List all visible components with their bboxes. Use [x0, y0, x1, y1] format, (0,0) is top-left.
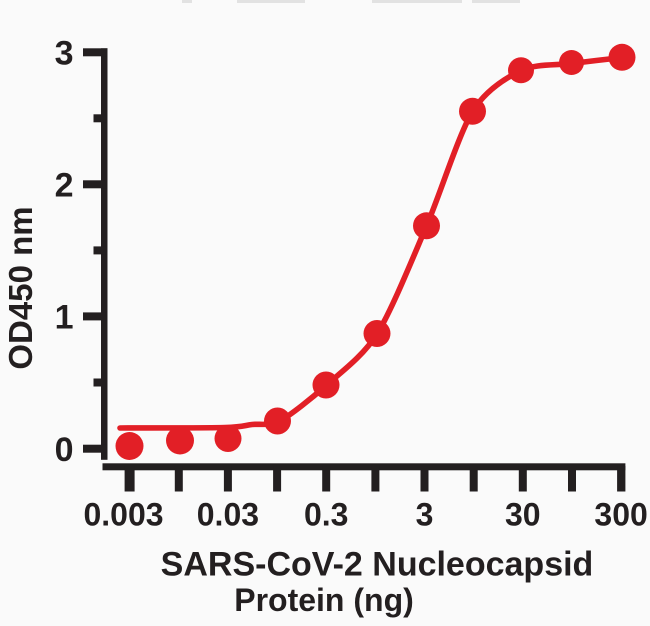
svg-text:2: 2	[55, 166, 74, 204]
svg-text:0.003: 0.003	[83, 497, 163, 533]
svg-text:30: 30	[505, 497, 541, 533]
svg-text:OD450 nm: OD450 nm	[2, 206, 39, 369]
svg-text:3: 3	[55, 34, 74, 72]
svg-text:0.03: 0.03	[197, 497, 259, 533]
svg-text:Protein (ng): Protein (ng)	[234, 582, 414, 618]
svg-text:0: 0	[55, 431, 74, 469]
svg-text:1: 1	[55, 299, 74, 337]
svg-text:3: 3	[416, 497, 434, 533]
svg-text:SARS-CoV-2 Nucleocapsid: SARS-CoV-2 Nucleocapsid	[161, 546, 594, 584]
svg-text:0.3: 0.3	[304, 497, 348, 533]
svg-text:300: 300	[594, 497, 647, 533]
